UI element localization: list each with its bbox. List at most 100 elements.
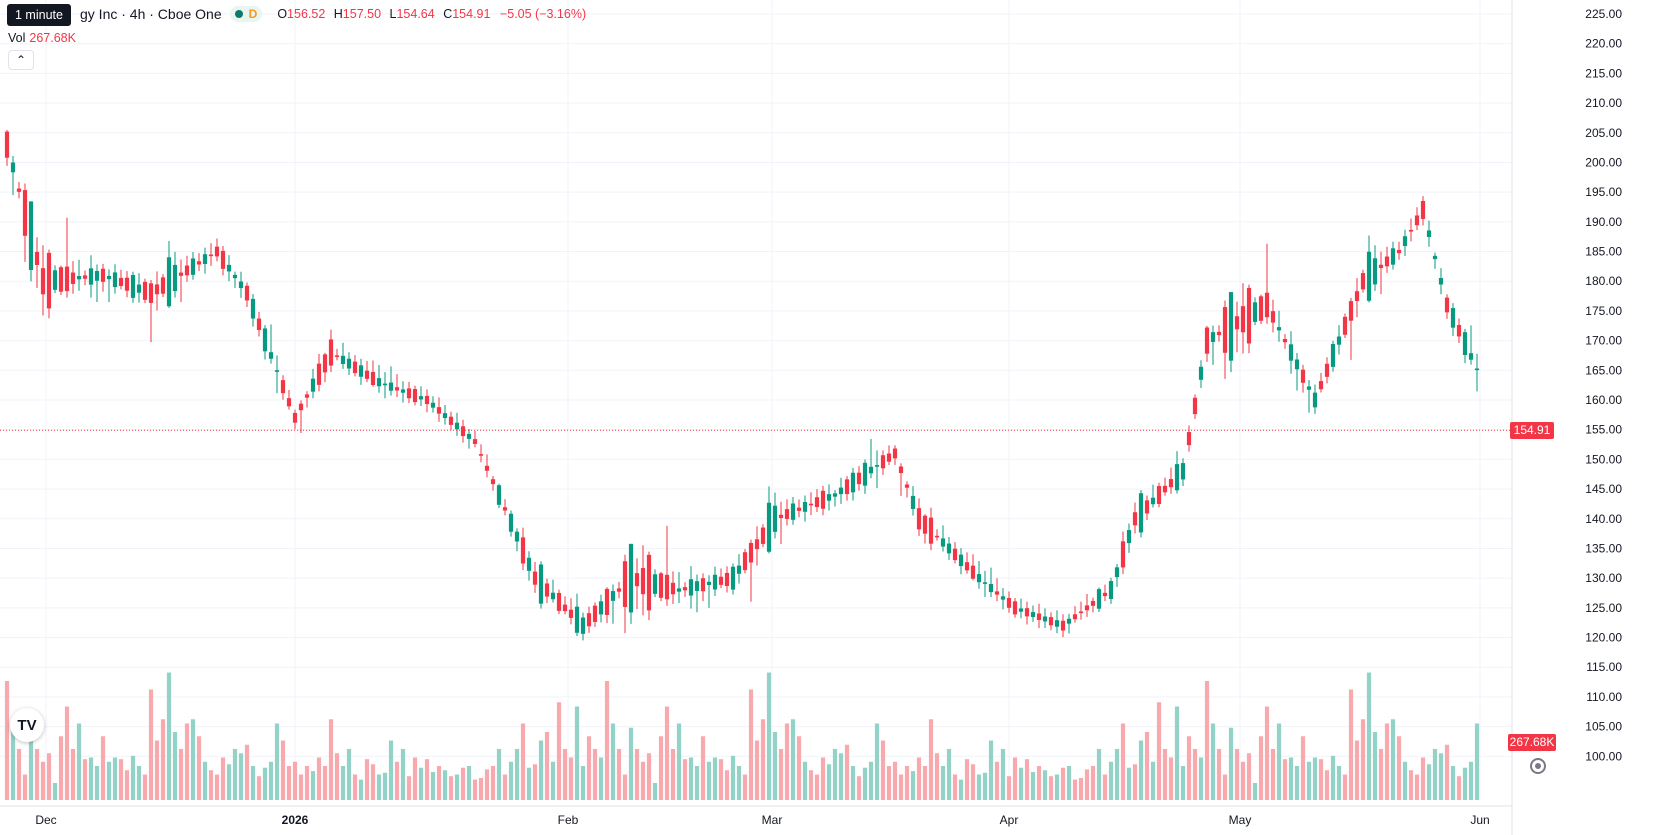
settings-gear-icon[interactable] [1530,758,1546,774]
volume-bar [1246,753,1252,800]
volume-bar [1372,732,1378,800]
volume-bar [1042,770,1048,800]
volume-bar [1174,706,1180,800]
candle-body [964,562,970,571]
volume-bar [904,766,910,800]
volume-value: 267.68K [29,31,76,45]
candle-body [1450,308,1456,328]
candle-body [34,251,40,265]
volume-bar [10,723,16,800]
candle-body [538,564,544,604]
volume-bar [256,776,262,800]
candle-body [1354,291,1360,301]
volume-bar [574,706,580,800]
candle-body [442,413,448,419]
candle-body [664,574,670,600]
volume-bar [772,732,778,800]
volume-bar [244,744,250,800]
candle-body [106,275,112,280]
volume-bar [730,755,736,800]
volume-bar [1012,757,1018,800]
candle-body [64,266,70,292]
candle-body [736,565,742,574]
volume-bar [454,774,460,800]
candle-body [1150,497,1156,505]
volume-bar [460,767,466,800]
price-tick-label: 205.00 [1585,126,1622,140]
volume-bar [1462,767,1468,800]
candle-body [1426,230,1432,237]
candle-body [112,272,118,288]
candle-body [1468,353,1474,360]
candle-body [1048,617,1054,626]
volume-bar [952,774,958,800]
volume-bar [868,761,874,800]
candle-body [598,601,604,615]
candle-body [1042,616,1048,622]
candle-body [1252,302,1258,322]
volume-bar [580,766,586,800]
volume-bar [328,719,334,800]
volume-bar [394,761,400,800]
candle-body [514,531,520,542]
candle-body [1060,620,1066,631]
candle-body [694,581,700,591]
volume-bar [364,759,370,800]
symbol-label[interactable]: gy Inc · 4h · Cboe One [80,6,222,22]
candle-body [1024,608,1030,617]
volume-bar [964,759,970,800]
volume-bar [796,736,802,800]
candle-body [1456,325,1462,337]
candle-body [1360,273,1366,290]
candle-body [40,268,46,295]
low-value: 154.64 [396,7,435,21]
price-tick-label: 130.00 [1585,571,1622,585]
volume-bar [472,779,478,800]
candle-body [46,252,52,309]
volume-bar [1000,749,1006,800]
volume-bar [958,779,964,800]
volume-bar [88,757,94,800]
candle-body [1108,581,1114,600]
price-tick-label: 215.00 [1585,66,1622,80]
candle-body [1438,277,1444,285]
volume-bar [250,766,256,800]
volume-bar [652,783,658,800]
volume-bar [1288,757,1294,800]
volume-bar [1366,672,1372,800]
volume-bar [1450,766,1456,800]
candle-body [766,502,772,552]
volume-bar [466,766,472,800]
candle-body [904,484,910,488]
candle-body [1408,229,1414,232]
candle-body [784,509,790,519]
volume-bar [1144,732,1150,800]
candle-body [1222,307,1228,353]
candle-body [238,281,244,289]
collapse-legend-button[interactable]: ⌃ [8,50,34,70]
candle-body [1324,363,1330,377]
candle-body [424,395,430,405]
candle-body [1174,464,1180,491]
candle-body [1084,605,1090,611]
candle-body [448,416,454,425]
tradingview-logo-icon[interactable]: TV [10,708,44,742]
volume-bar [1216,749,1222,800]
candle-body [364,370,370,379]
market-status[interactable]: D [229,6,263,22]
candle-body [562,604,568,612]
candle-body [490,479,496,485]
volume-bar [1420,757,1426,800]
candle-body [1300,369,1306,383]
volume-bar [1108,761,1114,800]
volume-bar [1426,764,1432,800]
candle-body [1270,311,1276,323]
candle-body [1012,601,1018,615]
candle-body [934,535,940,538]
candle-body [994,591,1000,595]
volume-bar [1096,749,1102,800]
volume-bar [892,761,898,800]
volume-bar [670,749,676,800]
volume-bar [1348,689,1354,800]
